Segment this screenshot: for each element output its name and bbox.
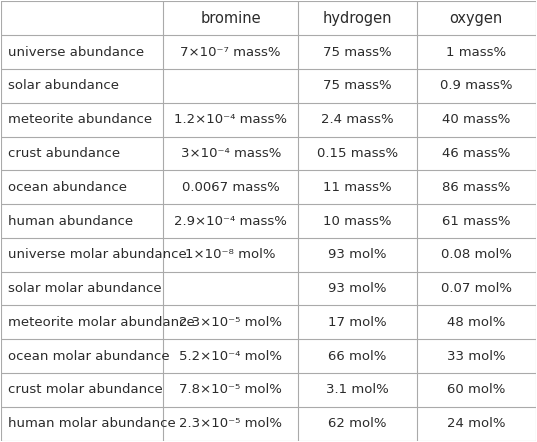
Text: 75 mass%: 75 mass% (323, 80, 392, 92)
Text: crust molar abundance: crust molar abundance (8, 383, 163, 396)
Text: 17 mol%: 17 mol% (328, 316, 387, 329)
Text: meteorite molar abundance: meteorite molar abundance (8, 316, 194, 329)
Text: hydrogen: hydrogen (323, 11, 393, 26)
Text: 3.1 mol%: 3.1 mol% (326, 383, 389, 396)
Text: 0.08 mol%: 0.08 mol% (441, 248, 512, 261)
Text: 60 mol%: 60 mol% (447, 383, 505, 396)
Text: human abundance: human abundance (8, 214, 133, 228)
Text: 0.07 mol%: 0.07 mol% (441, 282, 512, 295)
Text: 40 mass%: 40 mass% (442, 113, 511, 126)
Text: 7.8×10⁻⁵ mol%: 7.8×10⁻⁵ mol% (179, 383, 282, 396)
Text: 7×10⁻⁷ mass%: 7×10⁻⁷ mass% (180, 46, 281, 59)
Text: 66 mol%: 66 mol% (328, 350, 387, 362)
Text: 93 mol%: 93 mol% (328, 248, 387, 261)
Text: 1.2×10⁻⁴ mass%: 1.2×10⁻⁴ mass% (174, 113, 287, 126)
Text: 11 mass%: 11 mass% (323, 181, 392, 194)
Text: 1×10⁻⁸ mol%: 1×10⁻⁸ mol% (185, 248, 276, 261)
Text: solar molar abundance: solar molar abundance (8, 282, 162, 295)
Text: solar abundance: solar abundance (8, 80, 119, 92)
Text: oxygen: oxygen (449, 11, 503, 26)
Text: 0.15 mass%: 0.15 mass% (317, 147, 398, 160)
Text: 24 mol%: 24 mol% (447, 417, 505, 430)
Text: 48 mol%: 48 mol% (447, 316, 505, 329)
Text: bromine: bromine (200, 11, 261, 26)
Text: 5.2×10⁻⁴ mol%: 5.2×10⁻⁴ mol% (179, 350, 282, 362)
Text: crust abundance: crust abundance (8, 147, 120, 160)
Text: meteorite abundance: meteorite abundance (8, 113, 152, 126)
Text: 3×10⁻⁴ mass%: 3×10⁻⁴ mass% (180, 147, 281, 160)
Text: 2.3×10⁻⁵ mol%: 2.3×10⁻⁵ mol% (179, 417, 282, 430)
Text: 1 mass%: 1 mass% (446, 46, 506, 59)
Text: 2.9×10⁻⁴ mass%: 2.9×10⁻⁴ mass% (175, 214, 287, 228)
Text: ocean molar abundance: ocean molar abundance (8, 350, 170, 362)
Text: 75 mass%: 75 mass% (323, 46, 392, 59)
Text: 2.3×10⁻⁵ mol%: 2.3×10⁻⁵ mol% (179, 316, 282, 329)
Text: 0.9 mass%: 0.9 mass% (440, 80, 512, 92)
Text: human molar abundance: human molar abundance (8, 417, 176, 430)
Text: universe molar abundance: universe molar abundance (8, 248, 187, 261)
Text: 62 mol%: 62 mol% (328, 417, 387, 430)
Text: 0.0067 mass%: 0.0067 mass% (182, 181, 280, 194)
Text: 93 mol%: 93 mol% (328, 282, 387, 295)
Text: universe abundance: universe abundance (8, 46, 144, 59)
Text: 61 mass%: 61 mass% (442, 214, 511, 228)
Text: ocean abundance: ocean abundance (8, 181, 127, 194)
Text: 33 mol%: 33 mol% (447, 350, 505, 362)
Text: 10 mass%: 10 mass% (323, 214, 392, 228)
Text: 2.4 mass%: 2.4 mass% (321, 113, 394, 126)
Text: 86 mass%: 86 mass% (442, 181, 511, 194)
Text: 46 mass%: 46 mass% (442, 147, 511, 160)
